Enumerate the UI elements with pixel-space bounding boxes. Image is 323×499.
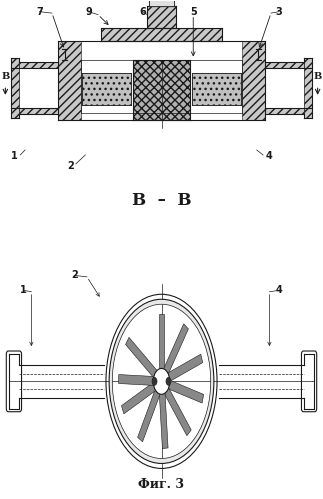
Bar [265,108,304,114]
Circle shape [152,377,157,385]
Circle shape [153,368,170,394]
Text: 4: 4 [266,152,273,162]
Bar [11,58,19,118]
Text: В: В [1,72,9,81]
Polygon shape [138,387,161,442]
Text: 2: 2 [68,161,74,171]
Text: Фиг. 3: Фиг. 3 [139,478,184,491]
Polygon shape [121,381,158,414]
Polygon shape [119,375,156,386]
Polygon shape [163,385,191,436]
Text: 7: 7 [36,6,43,16]
Text: 5: 5 [190,6,197,16]
Bar [265,62,304,68]
Bar [19,108,58,114]
Text: 1: 1 [20,285,27,295]
Polygon shape [166,379,203,403]
Text: В  –  В: В – В [132,192,191,209]
Bar [304,58,312,118]
Text: 6: 6 [139,6,146,16]
Polygon shape [162,324,188,377]
Polygon shape [159,390,168,449]
Text: 9: 9 [85,6,92,16]
Polygon shape [159,314,164,372]
Bar [58,40,80,120]
Bar [101,28,222,40]
Text: 2: 2 [71,270,78,280]
Text: 1: 1 [11,152,17,162]
Bar [243,40,265,120]
Text: В: В [314,72,322,81]
Bar [192,73,241,105]
Bar [82,73,131,105]
Bar [147,5,176,28]
Bar [19,62,58,68]
Text: 3: 3 [276,6,282,16]
Circle shape [166,377,171,385]
Bar [150,0,173,5]
Bar [133,60,190,120]
Text: 4: 4 [276,285,282,295]
Polygon shape [166,354,203,383]
Polygon shape [126,337,159,380]
